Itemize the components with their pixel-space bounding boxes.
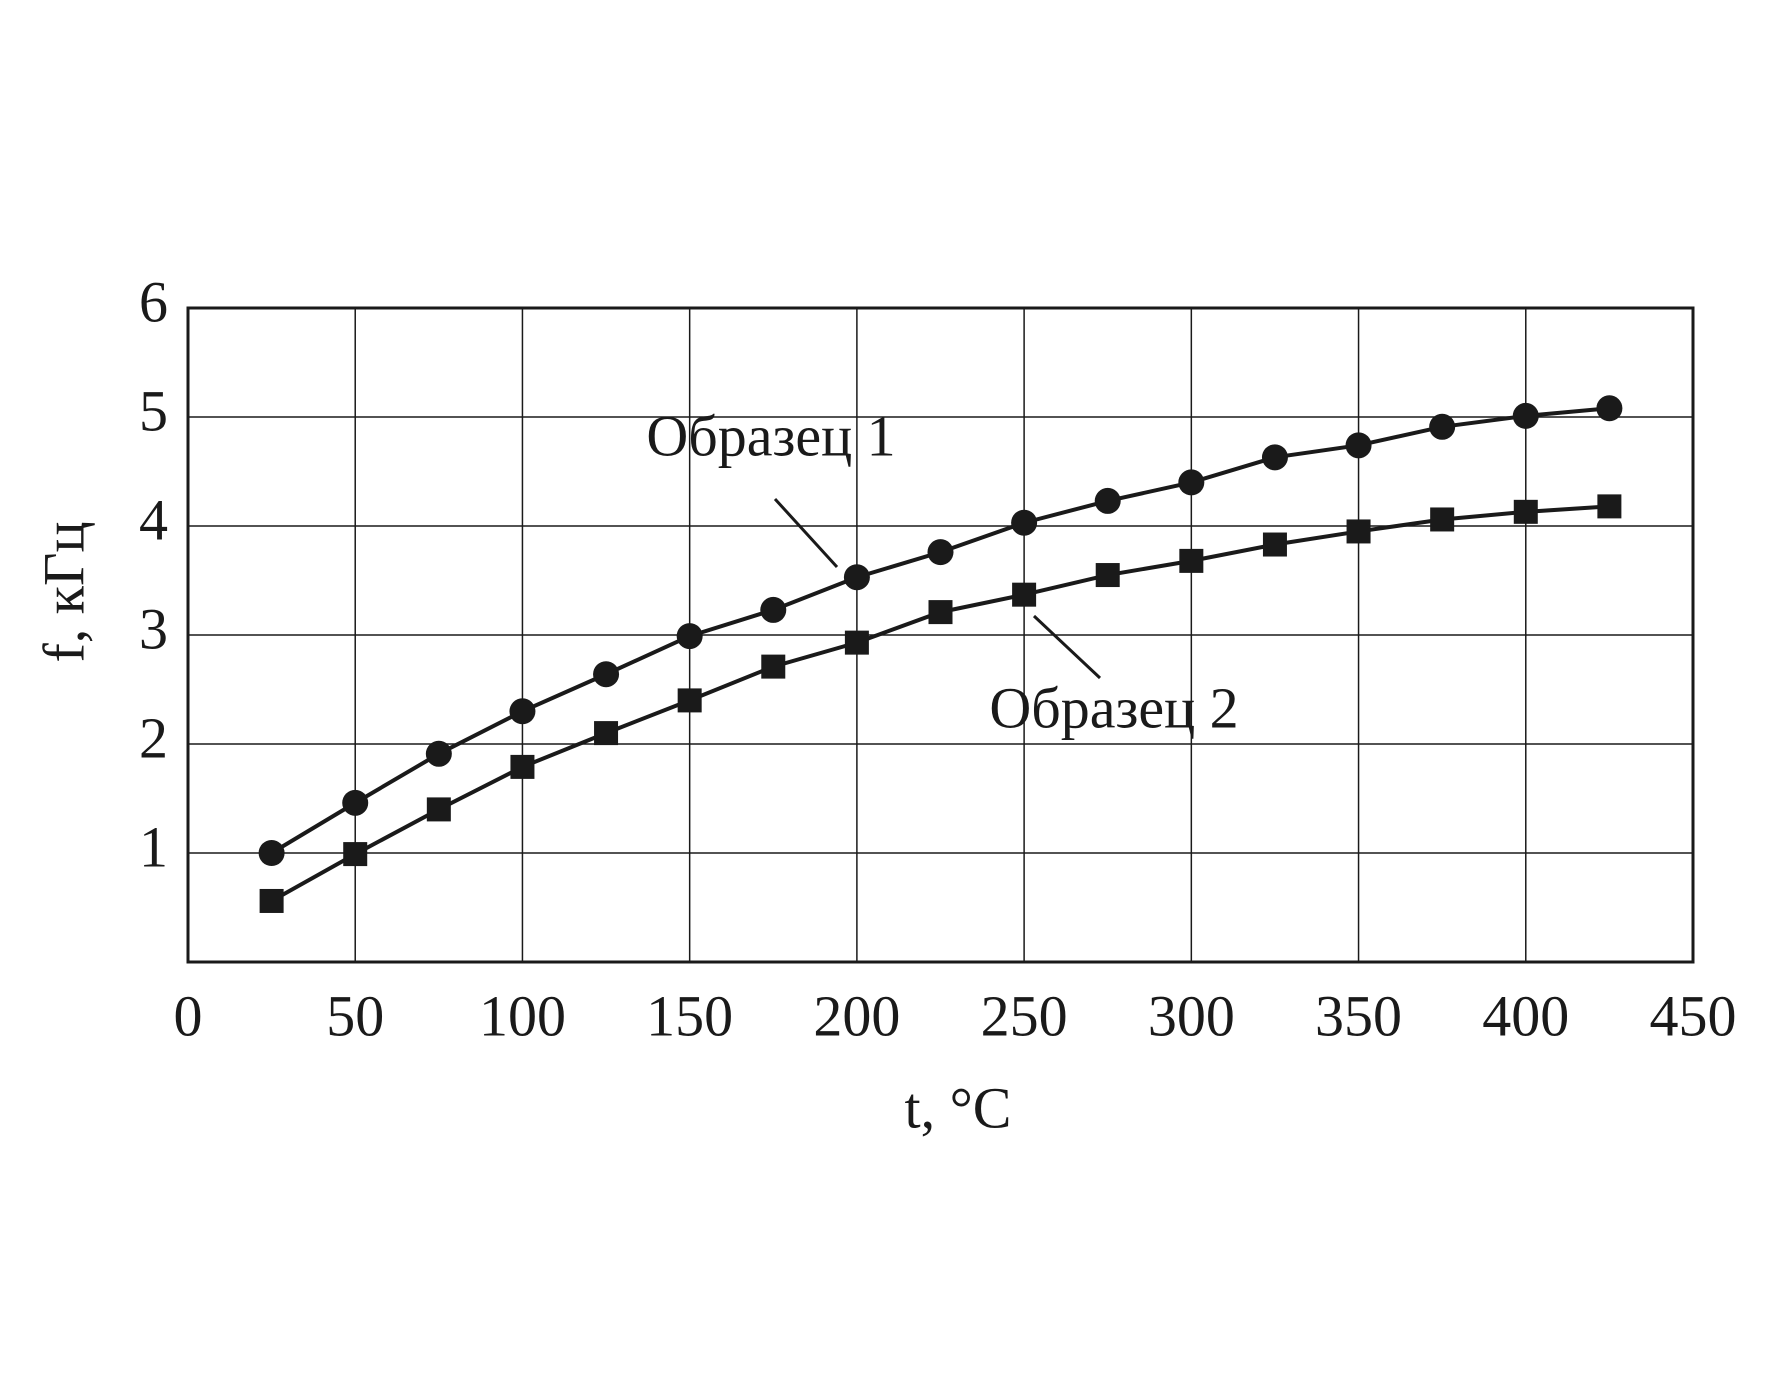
y-tick-label: 1 bbox=[139, 814, 168, 879]
data-point bbox=[1012, 582, 1037, 607]
data-point bbox=[510, 754, 535, 779]
data-point bbox=[1261, 444, 1288, 471]
data-point bbox=[593, 661, 620, 688]
x-tick-label: 200 bbox=[813, 983, 900, 1048]
data-point bbox=[425, 740, 452, 767]
series-line bbox=[270, 504, 1610, 903]
plot-frame bbox=[186, 306, 1695, 964]
x-axis-label: t, °C bbox=[905, 1075, 1012, 1140]
data-point bbox=[1429, 413, 1456, 440]
x-tick-label: 400 bbox=[1482, 983, 1569, 1048]
data-point bbox=[343, 842, 368, 867]
data-point bbox=[1094, 487, 1121, 514]
series-line bbox=[270, 406, 1610, 855]
y-tick-label: 2 bbox=[139, 705, 168, 770]
x-tick-label: 150 bbox=[646, 983, 733, 1048]
data-point bbox=[677, 688, 702, 713]
y-tick-label: 5 bbox=[139, 378, 168, 443]
leader-line bbox=[773, 497, 839, 569]
x-tick-label: 350 bbox=[1315, 983, 1402, 1048]
x-tick-label: 300 bbox=[1148, 983, 1235, 1048]
data-point bbox=[1597, 494, 1622, 519]
data-point bbox=[1512, 402, 1539, 429]
data-point bbox=[1011, 509, 1038, 536]
x-tick-label: 250 bbox=[981, 983, 1068, 1048]
data-point bbox=[258, 840, 285, 866]
data-point bbox=[1345, 432, 1372, 459]
y-tick-label: 3 bbox=[139, 596, 168, 661]
x-tick-label: 0 bbox=[174, 983, 203, 1048]
data-point bbox=[342, 789, 369, 816]
data-point bbox=[927, 539, 954, 566]
data-point bbox=[1178, 469, 1205, 496]
series-annotation: Образец 2 bbox=[989, 675, 1238, 740]
data-point bbox=[760, 596, 787, 623]
data-point bbox=[1430, 507, 1455, 532]
data-point bbox=[844, 630, 869, 655]
data-point bbox=[1513, 499, 1538, 524]
y-axis-label: f, кГц bbox=[31, 521, 96, 662]
x-tick-label: 450 bbox=[1650, 983, 1737, 1048]
data-point bbox=[1596, 395, 1623, 422]
x-tick-label: 100 bbox=[479, 983, 566, 1048]
data-point bbox=[594, 721, 619, 746]
data-point bbox=[1179, 548, 1204, 573]
data-point bbox=[676, 623, 703, 650]
data-point bbox=[509, 698, 536, 725]
leader-line bbox=[1032, 614, 1102, 680]
data-point bbox=[761, 654, 786, 679]
data-point bbox=[1095, 563, 1120, 588]
data-point bbox=[843, 564, 870, 591]
y-tick-label: 6 bbox=[139, 269, 168, 334]
data-point bbox=[1346, 519, 1371, 544]
data-point bbox=[928, 600, 953, 625]
data-point bbox=[1262, 532, 1287, 557]
y-tick-label: 4 bbox=[139, 487, 168, 552]
data-point bbox=[426, 797, 451, 822]
data-point bbox=[259, 888, 284, 913]
x-tick-label: 50 bbox=[326, 983, 384, 1048]
series-annotation: Образец 1 bbox=[646, 403, 895, 468]
